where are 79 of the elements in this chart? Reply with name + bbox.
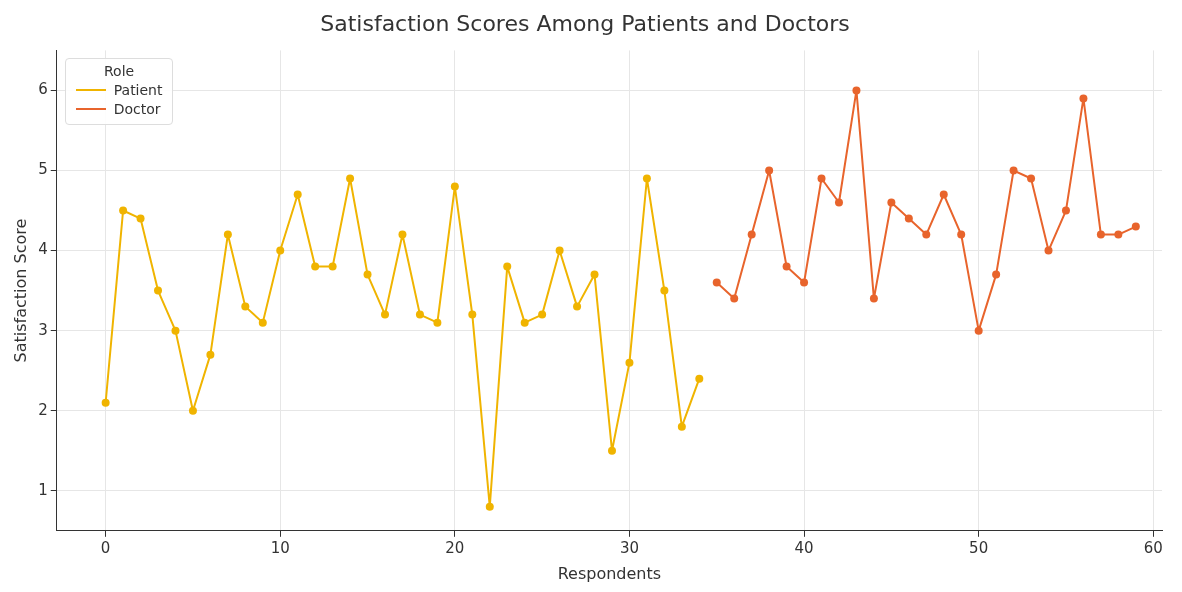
point xyxy=(381,310,389,319)
point xyxy=(188,406,197,415)
point xyxy=(573,302,582,311)
point xyxy=(328,262,337,271)
x-tick-label: 50 xyxy=(969,538,989,557)
point xyxy=(957,230,966,239)
point xyxy=(922,230,931,239)
x-axis-title: Respondents xyxy=(557,563,662,583)
point xyxy=(765,166,774,175)
point xyxy=(607,446,616,455)
y-axis-title: Satisfaction Score xyxy=(10,218,30,363)
point xyxy=(817,174,826,183)
point xyxy=(834,198,843,207)
point xyxy=(346,174,355,183)
point xyxy=(1009,166,1018,175)
x-tick-label: 10 xyxy=(270,538,290,557)
point xyxy=(119,206,128,215)
point xyxy=(415,310,424,319)
point xyxy=(625,358,634,367)
point xyxy=(450,182,459,191)
y-tick-label: 6 xyxy=(38,80,48,99)
point xyxy=(1079,94,1088,103)
point xyxy=(1096,230,1105,239)
point xyxy=(869,294,878,303)
x-tick-label: 60 xyxy=(1143,538,1163,557)
legend-title: Role xyxy=(103,63,136,80)
point xyxy=(730,294,739,303)
y-tick-label: 4 xyxy=(38,240,48,259)
point xyxy=(241,302,250,311)
point xyxy=(136,214,145,223)
x-tick-label: 20 xyxy=(445,538,465,557)
point xyxy=(642,174,651,183)
point xyxy=(398,230,407,239)
point xyxy=(677,422,686,431)
point xyxy=(660,286,669,295)
point xyxy=(433,318,442,327)
point xyxy=(520,318,529,327)
point xyxy=(503,262,512,271)
legend-label: Patient xyxy=(113,82,163,99)
point xyxy=(1027,174,1036,183)
point xyxy=(974,326,983,335)
y-tick-label: 3 xyxy=(38,320,48,339)
point xyxy=(800,278,809,287)
point xyxy=(223,230,232,239)
point xyxy=(782,262,791,271)
point xyxy=(206,350,215,359)
point xyxy=(939,190,948,199)
point xyxy=(1131,222,1140,231)
point xyxy=(887,198,896,207)
y-tick-label: 5 xyxy=(38,160,48,179)
point xyxy=(1061,206,1070,215)
x-tick-label: 40 xyxy=(794,538,814,557)
chart-title: Satisfaction Scores Among Patients and Doctors xyxy=(320,10,850,36)
point xyxy=(712,278,721,287)
point xyxy=(1114,230,1123,239)
point xyxy=(363,270,372,279)
point xyxy=(904,214,913,223)
point xyxy=(992,270,1001,279)
point xyxy=(101,398,110,407)
x-tick-label: 30 xyxy=(619,538,639,557)
y-tick-label: 1 xyxy=(38,480,48,499)
point xyxy=(485,502,494,511)
point xyxy=(852,86,861,95)
point xyxy=(311,262,320,271)
legend-label: Doctor xyxy=(113,101,161,118)
x-tick-label: 0 xyxy=(100,538,111,557)
point xyxy=(154,286,163,295)
point xyxy=(1044,246,1053,255)
point xyxy=(538,310,547,319)
y-tick-label: 2 xyxy=(38,400,48,419)
point xyxy=(171,326,180,335)
point xyxy=(747,230,756,239)
point xyxy=(468,310,477,319)
point xyxy=(555,246,564,255)
point xyxy=(695,374,704,383)
point xyxy=(258,318,267,327)
point xyxy=(293,190,302,199)
point xyxy=(590,270,599,279)
point xyxy=(276,246,285,255)
